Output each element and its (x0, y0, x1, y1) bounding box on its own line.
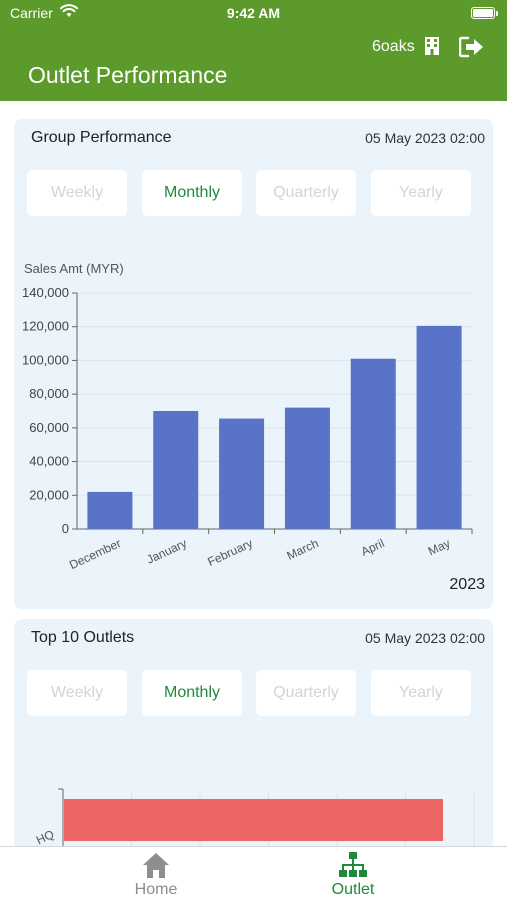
app-header: 6oaks Outlet Performance (0, 26, 507, 101)
bar (219, 418, 265, 529)
x-tick-label: March (285, 536, 321, 563)
top-outlets-title: Top 10 Outlets (31, 629, 135, 646)
y-tick-label: 40,000 (29, 454, 69, 469)
tab-outlet[interactable]: Outlet (293, 847, 413, 900)
y-tick-label: 100,000 (22, 352, 69, 367)
tab-monthly[interactable]: Monthly (142, 170, 242, 216)
y-axis-title: Sales Amt (MYR) (24, 261, 124, 276)
status-bar: Carrier 9:42 AM (0, 0, 507, 26)
x-tick-label: February (205, 536, 254, 569)
tab-home[interactable]: Home (96, 847, 216, 900)
y-tick-label: 140,000 (22, 285, 69, 300)
x-tick-label: January (144, 536, 189, 567)
bar (284, 407, 330, 529)
bar (87, 491, 133, 529)
y-tick-label: 60,000 (29, 420, 69, 435)
org-name: 6oaks (372, 38, 415, 55)
tab-monthly[interactable]: Monthly (142, 670, 242, 716)
tab-weekly[interactable]: Weekly (27, 670, 127, 716)
top-outlets-date: 05 May 2023 02:00 (365, 630, 485, 646)
y-tick-label: 0 (62, 521, 69, 536)
logout-icon[interactable] (459, 36, 485, 58)
battery-icon (471, 7, 495, 19)
battery-tip (496, 11, 498, 16)
group-performance-title: Group Performance (31, 129, 172, 146)
carrier-label: Carrier (10, 5, 53, 21)
sitemap-icon (339, 852, 367, 877)
group-performance-date: 05 May 2023 02:00 (365, 130, 485, 146)
tab-home-label: Home (134, 881, 178, 898)
bar (416, 325, 462, 529)
y-tick-label: 120,000 (22, 319, 69, 334)
content-scroll[interactable]: Sales Amt (MYR) 0 20,000 40,000 60,000 80,000… (0, 101, 507, 846)
group-performance-card: Sales Amt (MYR) 0 20,000 40,000 60,000 80,000… (14, 119, 493, 609)
tab-outlet-label: Outlet (331, 881, 375, 898)
home-icon (143, 853, 169, 878)
tab-quarterly[interactable]: Quarterly (256, 670, 356, 716)
tab-quarterly[interactable]: Quarterly (256, 170, 356, 216)
bar (350, 358, 396, 529)
page-title: Outlet Performance (28, 62, 228, 88)
tab-yearly[interactable]: Yearly (371, 170, 471, 216)
x-tick-label: May (426, 536, 452, 558)
tab-yearly[interactable]: Yearly (371, 670, 471, 716)
group-performance-chart: Sales Amt (MYR) 0 20,000 40,000 60,000 80,000… (22, 261, 485, 593)
top-outlets-chart: HQ (34, 788, 475, 846)
wifi-icon (60, 4, 78, 17)
bar (64, 799, 443, 841)
bottom-tab-bar: Home Outlet (0, 846, 507, 900)
top-outlets-card: HQ Top 10 Outlets 05 May 2023 02:00 Week… (14, 619, 493, 846)
tab-weekly[interactable]: Weekly (27, 170, 127, 216)
bar (153, 411, 199, 529)
y-tick-label: 80,000 (29, 386, 69, 401)
x-tick-label: April (359, 536, 387, 559)
building-icon[interactable] (424, 36, 440, 56)
x-tick-label: December (67, 536, 123, 572)
y-tick-label: 20,000 (29, 487, 69, 502)
clock: 9:42 AM (226, 5, 281, 21)
year-label: 2023 (449, 576, 485, 593)
y-category-label: HQ (34, 827, 56, 846)
